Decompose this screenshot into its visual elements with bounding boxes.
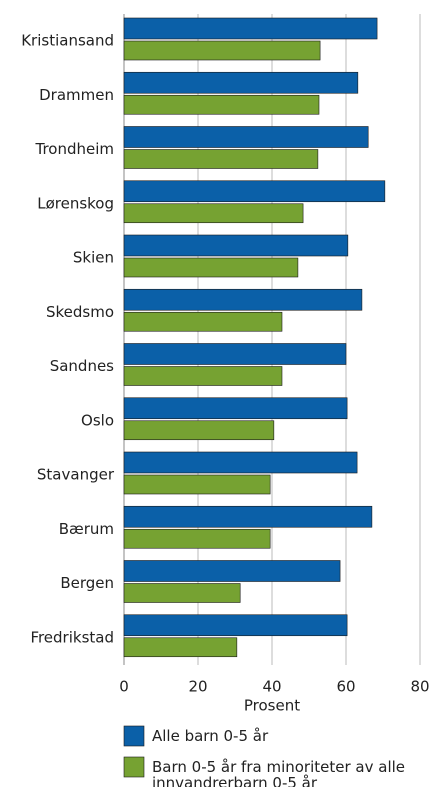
legend-label: Alle barn 0-5 år <box>152 727 269 745</box>
bar <box>123 560 341 582</box>
bar <box>123 505 373 528</box>
y-tick-label: Trondheim <box>34 140 114 158</box>
x-tick-label: 0 <box>119 678 129 696</box>
y-tick-label: Stavanger <box>37 466 115 484</box>
legend-label: Barn 0-5 år fra minoriteter av alle innv… <box>152 758 406 787</box>
bar <box>123 343 347 365</box>
y-tick-label: Kristiansand <box>21 32 114 50</box>
y-tick-label: Bergen <box>60 574 114 592</box>
x-tick-label: 60 <box>336 678 355 696</box>
bar <box>123 420 275 441</box>
bar <box>123 126 369 148</box>
y-tick-label: Skedsmo <box>46 303 114 321</box>
x-tick-label: 40 <box>262 678 281 696</box>
y-tick-label: Skien <box>73 249 114 267</box>
bar <box>123 637 238 658</box>
y-tick-label: Lørenskog <box>37 194 114 212</box>
bar <box>123 474 271 495</box>
bar <box>123 288 363 311</box>
bar <box>123 17 378 40</box>
bar <box>123 451 358 474</box>
y-tick-label: Oslo <box>81 411 114 429</box>
bar <box>123 40 321 61</box>
bar <box>123 366 283 386</box>
bar <box>123 203 304 224</box>
bar <box>123 94 320 115</box>
bar <box>123 180 386 203</box>
bar <box>123 614 348 637</box>
bar <box>123 397 348 420</box>
bar <box>123 311 283 332</box>
bar <box>123 257 299 278</box>
y-tick-label: Drammen <box>39 86 114 104</box>
x-axis-label: Prosent <box>244 697 300 715</box>
legend-swatch <box>123 756 145 778</box>
y-tick-label: Sandnes <box>50 357 114 375</box>
bar <box>123 528 271 549</box>
legend-swatch <box>123 725 145 747</box>
x-tick-label: 80 <box>410 678 429 696</box>
bar <box>123 234 349 257</box>
bar <box>123 149 319 169</box>
y-tick-label: Bærum <box>59 520 114 538</box>
bar <box>123 583 241 603</box>
x-tick-label: 20 <box>188 678 207 696</box>
y-tick-label: Fredrikstad <box>30 628 114 646</box>
bar <box>123 71 359 94</box>
